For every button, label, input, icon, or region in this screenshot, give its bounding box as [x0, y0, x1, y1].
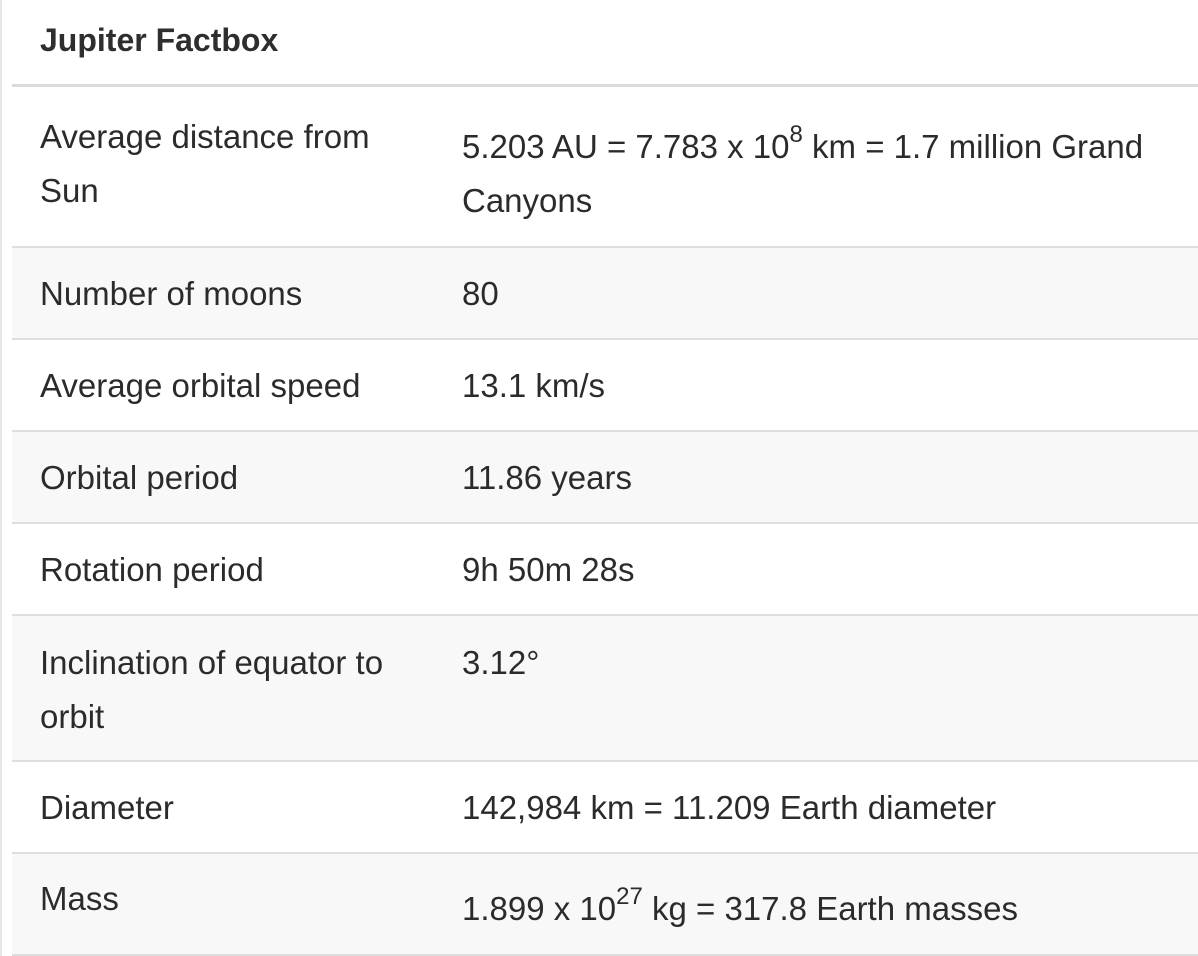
value-text: kg = 317.8 Earth masses: [642, 890, 1018, 927]
value-text: 5.203 AU = 7.783 x 10: [462, 128, 790, 165]
row-value: 3.12°: [462, 644, 540, 681]
row-label: Rotation period: [40, 551, 264, 588]
row-label: Inclination of equator to orbit: [40, 644, 384, 735]
factbox-title: Jupiter Factbox: [40, 22, 279, 58]
row-inclination: Inclination of equator to orbit 3.12°: [12, 616, 1198, 762]
row-orbital-period: Orbital period 11.86 years: [12, 432, 1198, 524]
row-label: Average orbital speed: [40, 367, 361, 404]
row-diameter: Diameter 142,984 km = 11.209 Earth diame…: [12, 762, 1198, 854]
row-rotation-period: Rotation period 9h 50m 28s: [12, 524, 1198, 616]
row-value: 142,984 km = 11.209 Earth diameter: [462, 789, 997, 826]
row-average-distance: Average distance from Sun 5.203 AU = 7.7…: [12, 87, 1198, 248]
row-value: 9h 50m 28s: [462, 551, 635, 588]
row-label: Diameter: [40, 789, 174, 826]
row-orbital-speed: Average orbital speed 13.1 km/s: [12, 340, 1198, 432]
value-exponent: 8: [789, 121, 803, 148]
factbox-table: Average distance from Sun 5.203 AU = 7.7…: [12, 87, 1198, 956]
row-label: Orbital period: [40, 459, 239, 496]
row-value: 11.86 years: [462, 459, 632, 496]
row-value: 80: [462, 275, 499, 312]
row-value: 5.203 AU = 7.783 x 108 km = 1.7 million …: [462, 120, 1162, 228]
row-label: Mass: [40, 880, 119, 917]
row-mass: Mass 1.899 x 1027 kg = 317.8 Earth masse…: [12, 854, 1198, 956]
row-label: Average distance from Sun: [40, 118, 370, 209]
row-number-of-moons: Number of moons 80: [12, 248, 1198, 340]
value-text: km = 1.7 million Grand Canyons: [462, 128, 1144, 219]
factbox-header: Jupiter Factbox: [12, 0, 1198, 87]
value-text: 1.899 x 10: [462, 890, 617, 927]
value-exponent: 27: [616, 883, 643, 910]
row-value: 13.1 km/s: [462, 367, 606, 404]
row-value: 1.899 x 1027 kg = 317.8 Earth masses: [462, 882, 1162, 936]
row-label: Number of moons: [40, 275, 303, 312]
